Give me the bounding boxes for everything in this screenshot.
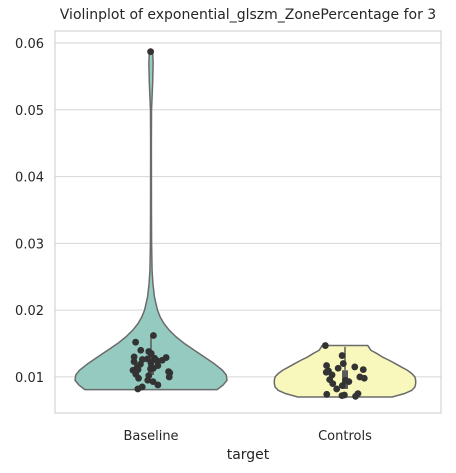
point-baseline [147,48,155,56]
y-tick-labels: 0.01 0.02 0.03 0.04 0.05 0.06 [15,37,44,386]
point-baseline [165,373,173,381]
point-baseline [132,338,140,346]
x-tick-labels: Baseline Controls [123,429,372,444]
y-tick-label: 0.06 [15,37,44,52]
point-baseline [149,378,157,386]
point-controls [345,378,353,386]
grid [55,42,441,378]
point-controls [352,392,359,400]
y-tick-label: 0.02 [15,304,44,319]
point-controls [338,392,346,400]
point-baseline [147,359,155,367]
x-tick-label-controls: Controls [318,429,372,444]
point-baseline [134,385,142,393]
chart-title: Violinplot of exponential_glszm_ZonePerc… [60,7,436,23]
violins [74,50,417,398]
point-controls [339,360,347,367]
point-controls [333,385,341,393]
point-baseline [150,332,157,339]
point-controls [323,362,330,369]
point-baseline [154,381,162,389]
point-controls [323,390,331,398]
point-controls [321,342,329,349]
point-controls [351,363,359,371]
point-controls [338,382,346,390]
point-baseline [137,346,145,354]
point-controls [359,366,367,373]
y-tick-label: 0.01 [15,371,44,386]
x-axis-title: target [227,447,270,463]
point-baseline [158,356,166,364]
y-tick-label: 0.03 [15,237,44,252]
point-controls [338,352,346,359]
point-controls [329,380,337,388]
point-baseline [135,374,142,382]
point-controls [334,364,342,372]
point-baseline [130,358,138,365]
point-controls [322,368,330,376]
y-tick-label: 0.04 [15,171,44,186]
point-baseline [144,376,152,384]
y-tick-label: 0.05 [15,104,44,119]
plot-frame [54,30,442,414]
data-points [129,48,368,400]
point-baseline [147,365,154,373]
point-controls [360,374,368,382]
x-tick-label-baseline: Baseline [123,429,178,444]
